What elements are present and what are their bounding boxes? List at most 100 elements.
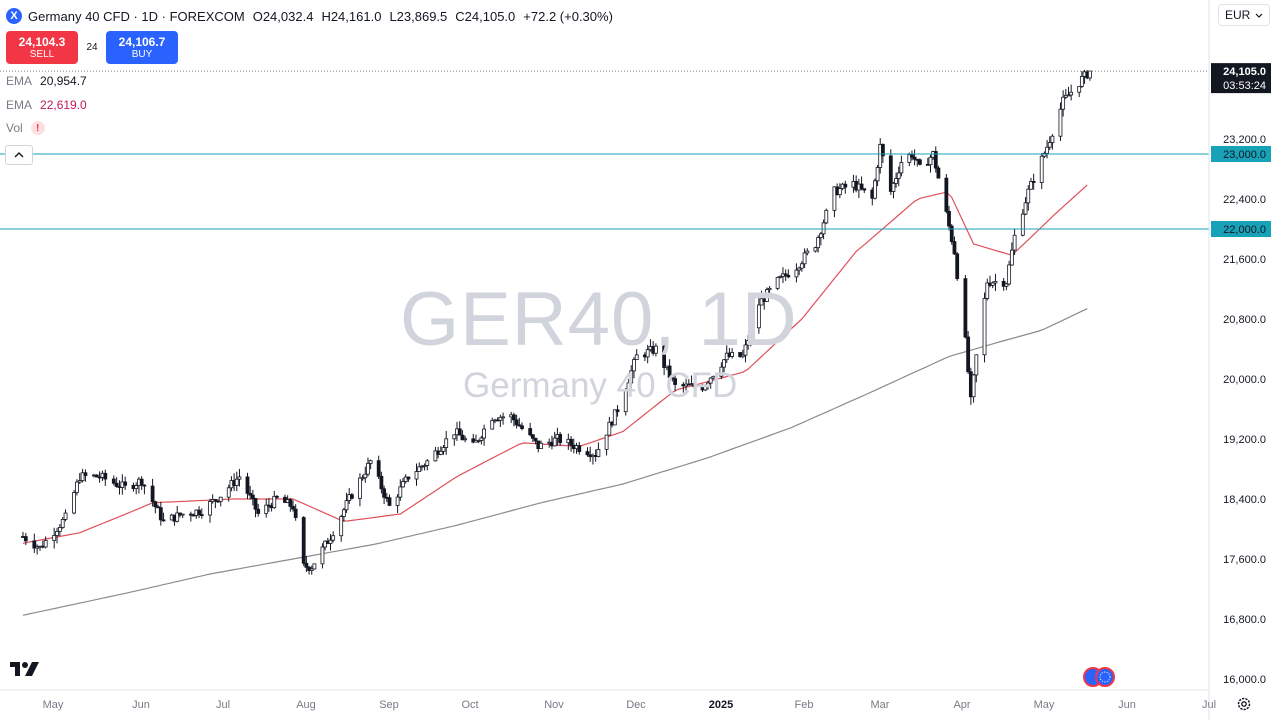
candle [331,531,336,543]
candle [208,498,212,523]
candle [55,527,59,544]
candle [645,344,650,364]
candle-body [966,336,971,373]
candle-body [1039,155,1044,183]
candle-body [498,416,503,421]
candle-body [213,499,218,502]
candle-body [971,374,976,398]
currency-select[interactable]: EUR [1218,4,1270,26]
candle [1079,71,1084,88]
candle [896,166,901,187]
tradingview-logo[interactable] [10,660,42,684]
candle [971,373,976,403]
candle [1023,197,1028,216]
candle-body [134,485,139,490]
candle-body [272,495,277,509]
y-tick-label: 19,200.0 [1223,434,1266,446]
candle [368,459,373,470]
candle-body [662,345,667,368]
candle-body [368,460,373,464]
warning-icon[interactable]: ! [30,121,45,135]
candle-body [832,186,837,211]
candle [80,468,85,483]
collapse-indicators-button[interactable] [5,145,33,165]
gear-icon[interactable] [1236,696,1252,712]
candle [476,439,481,444]
candle-body [293,508,298,518]
candle-body [406,476,411,480]
candle [226,484,231,502]
candle [692,380,697,390]
indicator-volume[interactable]: Vol ! [6,121,45,135]
candle [253,497,258,518]
candle [963,274,968,339]
candle [703,384,708,392]
candle [482,424,486,446]
candle-body [43,540,48,548]
candle-body [821,222,826,235]
symbol-logo-icon[interactable]: X [6,8,22,24]
candle [552,431,557,447]
candle [111,475,116,486]
indicator-ema-slow[interactable]: EMA 20,954.7 [6,74,87,88]
x-tick-label: Feb [795,699,814,711]
candle-body [161,519,166,522]
candle [748,320,753,347]
y-tick-label: 22,400.0 [1223,194,1266,206]
candle-body [55,531,59,536]
candle [783,269,788,281]
candle-body [730,352,734,357]
candle-body [1061,96,1066,110]
candle [767,286,772,296]
buy-button[interactable]: 24,106.7 BUY [106,31,178,64]
trade-panel: 24,104.3 SELL 24 24,106.7 BUY [6,31,178,64]
candle-body [743,344,748,356]
candle-body [288,499,293,507]
candle [312,563,317,570]
candle [77,472,82,485]
candle-body [23,536,28,542]
buy-label: BUY [131,48,153,60]
horizontal-lines[interactable] [0,70,1209,230]
price-labels: 23,000.0 22,000.0 24,105.0 03:53:24 [1211,63,1271,237]
sell-button[interactable]: 24,104.3 SELL [6,31,78,64]
candle-body [387,497,392,506]
candle [460,430,465,441]
candle [615,405,620,417]
candle-body [341,509,346,517]
events-flag-icon[interactable] [1080,666,1118,688]
candle [328,534,333,551]
candle [607,416,612,436]
candle-body [692,383,697,388]
candle-body [218,496,223,502]
candle-body [366,462,370,475]
ema-slow-line [22,308,1088,616]
candle [813,246,818,253]
candle [1050,134,1055,150]
indicator-ema-fast[interactable]: EMA 22,619.0 [6,98,87,112]
candle-body [83,472,88,476]
candle [344,492,349,513]
candle-body [438,450,443,455]
candle-body [60,519,65,528]
candle [670,375,675,382]
candle-body [376,460,381,477]
candle-body [482,428,486,439]
candle [985,278,990,301]
candle [662,343,667,376]
candle [123,476,128,490]
symbol-title[interactable]: Germany 40 CFD · 1D · FOREXCOM [28,8,245,24]
candle [612,409,617,426]
x-tick-label: May [43,699,64,711]
x-tick-label: Nov [544,699,564,711]
candle [1066,86,1071,97]
candle-body [123,481,128,486]
candle [358,473,362,507]
open-label: O [252,8,263,24]
candle [398,479,403,501]
candle-body [837,188,842,196]
candle [719,362,724,380]
candle-body [530,434,535,439]
